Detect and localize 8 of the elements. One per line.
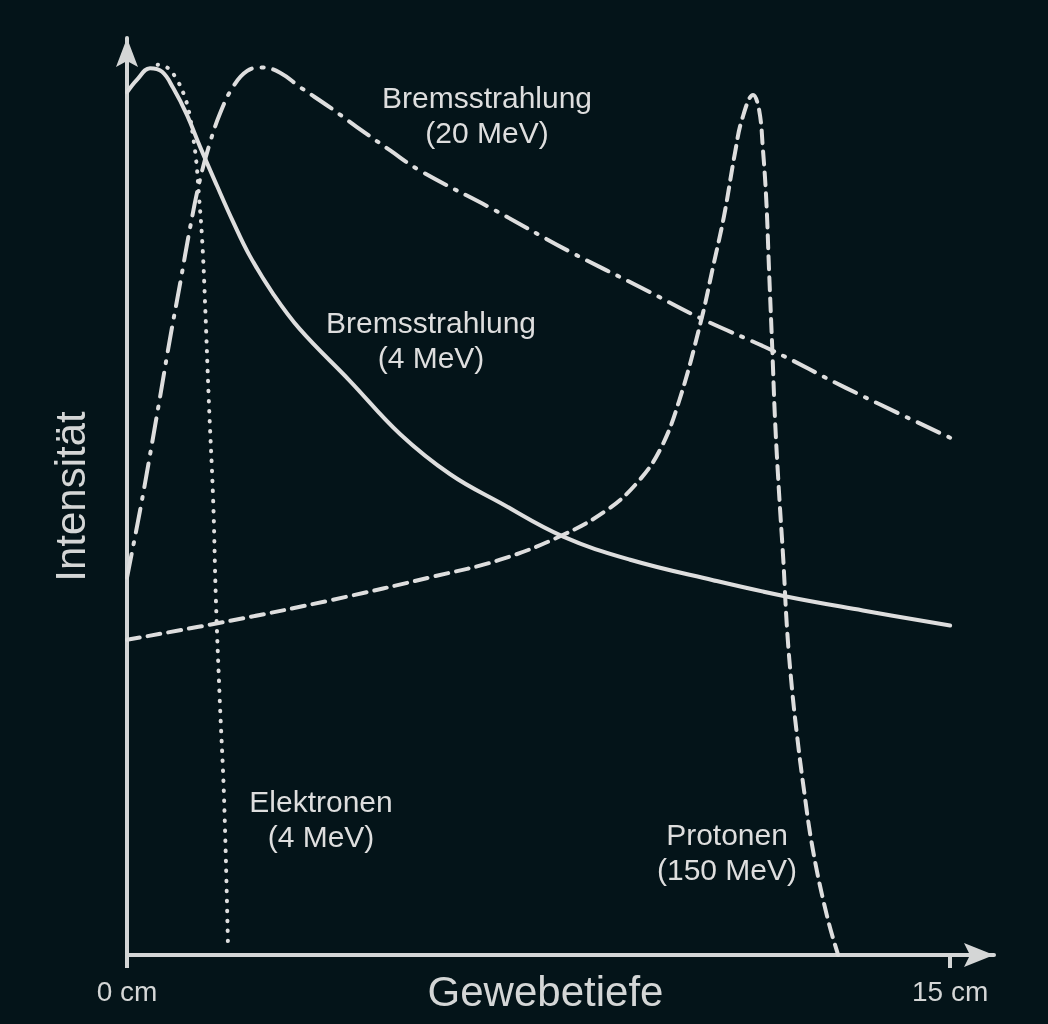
x-axis-title: Gewebetiefe [427, 967, 664, 1015]
series-label: Protonen (150 MeV) [656, 818, 798, 886]
series-label: Elektronen (4 MeV) [249, 785, 393, 853]
x-tick-label: 15 cm [911, 975, 989, 1007]
series-label: Bremsstrahlung (4 MeV) [325, 306, 537, 374]
series-label: Bremsstrahlung (20 MeV) [381, 81, 593, 149]
x-tick-label: 0 cm [96, 975, 158, 1007]
y-axis-title: Intensität [46, 410, 94, 582]
